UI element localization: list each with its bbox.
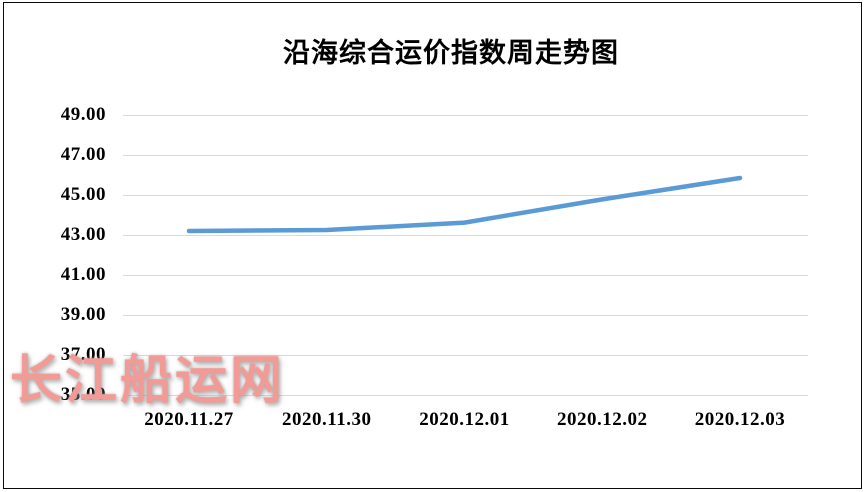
y-tick-label: 45.00 — [60, 184, 106, 205]
y-tick-label: 35.00 — [60, 384, 106, 405]
y-tick-label: 47.00 — [60, 144, 106, 165]
gridline — [123, 394, 808, 396]
x-tick-label: 2020.12.01 — [419, 409, 510, 430]
x-tick-label: 2020.11.30 — [282, 409, 372, 430]
y-tick-label: 43.00 — [60, 224, 106, 245]
x-tick-label: 2020.12.03 — [694, 409, 786, 430]
x-tick-label: 2020.11.27 — [144, 409, 234, 430]
gridline — [123, 114, 808, 116]
x-tick-label: 2020.12.02 — [557, 409, 648, 430]
y-tick-label: 39.00 — [60, 304, 106, 325]
y-tick-label: 41.00 — [60, 264, 106, 285]
gridline — [123, 274, 808, 276]
series-line — [186, 175, 743, 234]
y-tick-label: 49.00 — [60, 104, 106, 125]
chart-title: 沿海综合运价指数周走势图 — [283, 38, 619, 68]
gridline — [123, 194, 808, 196]
gridline — [123, 314, 808, 316]
gridline — [123, 154, 808, 156]
gridline — [123, 234, 808, 236]
y-tick-label: 37.00 — [60, 344, 106, 365]
gridline — [123, 354, 808, 356]
